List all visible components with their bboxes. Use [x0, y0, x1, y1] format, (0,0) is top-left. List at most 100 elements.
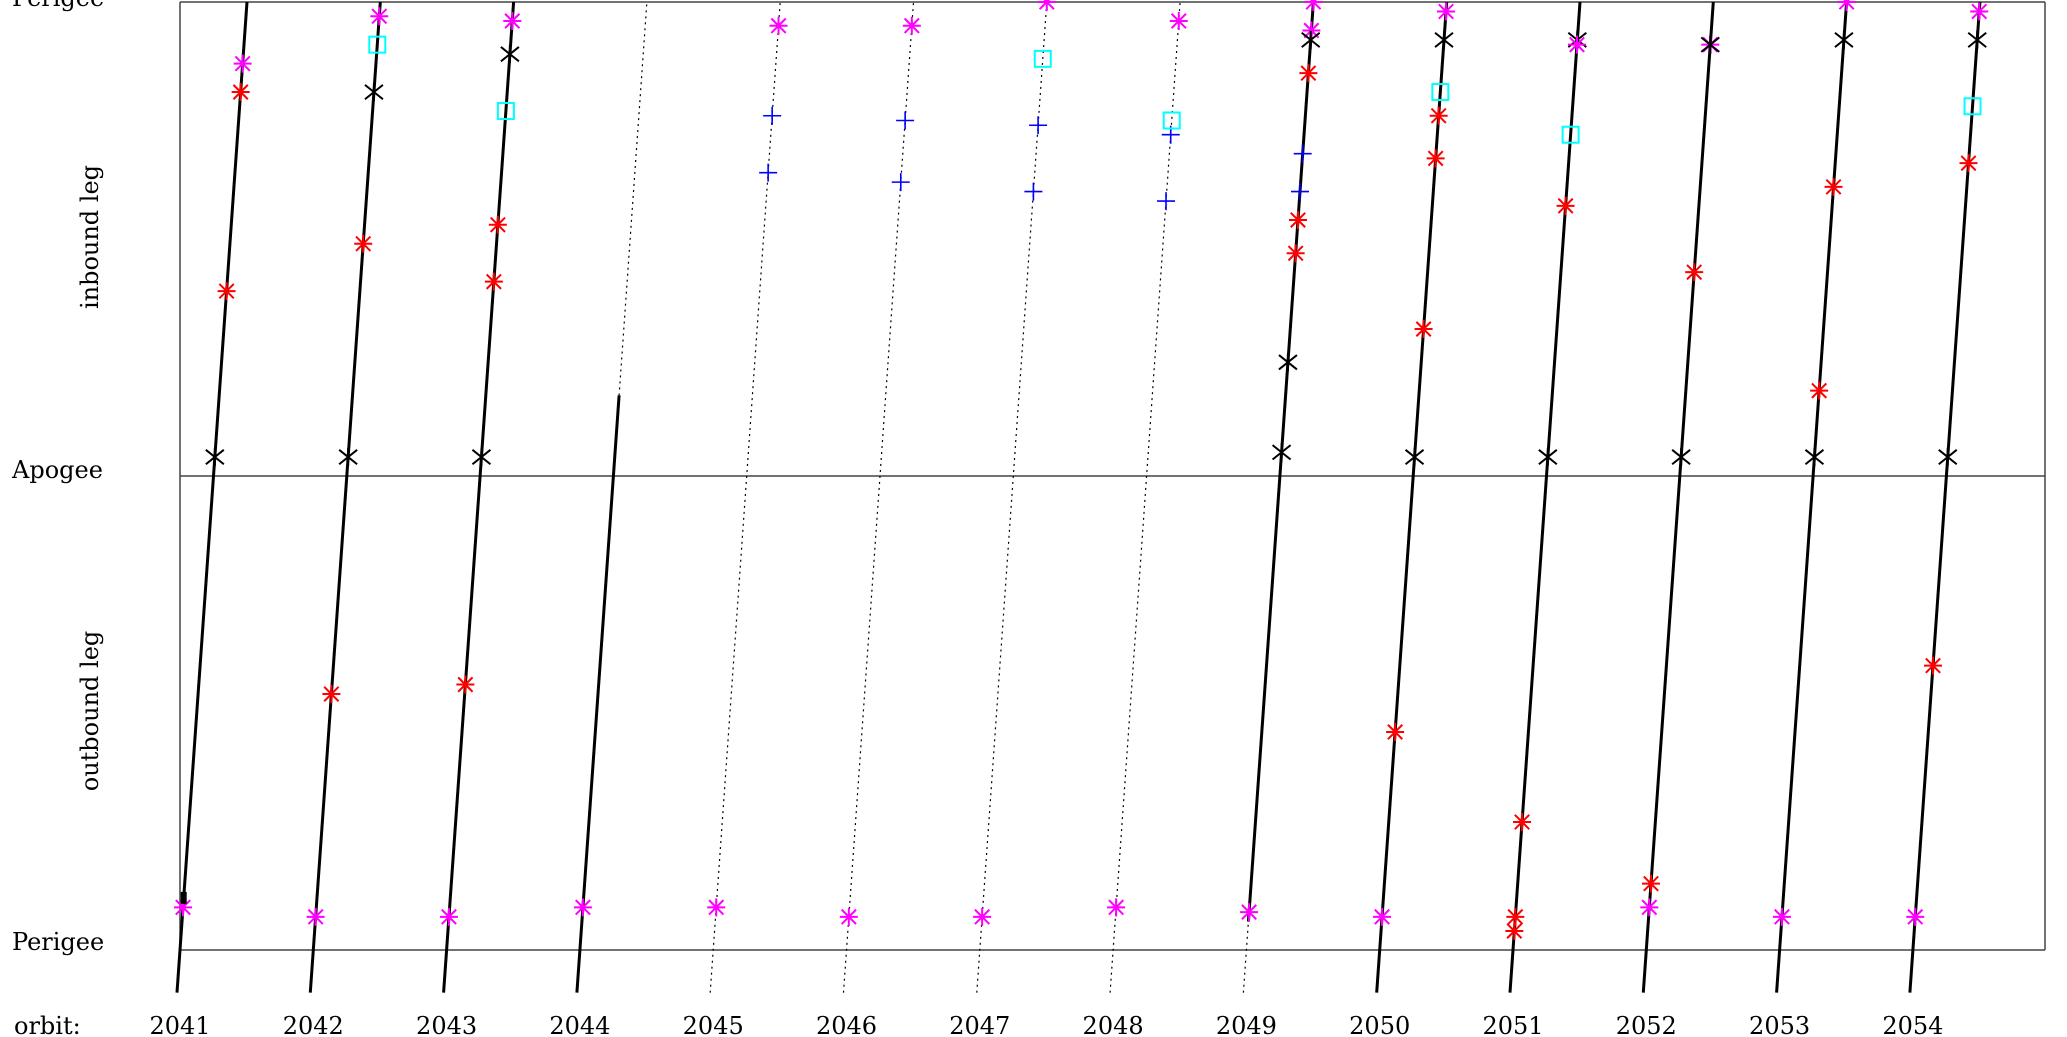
red-asterisk-marker [217, 282, 236, 301]
orbit-label-2045: 2045 [683, 1012, 744, 1037]
red-asterisk-marker [1810, 381, 1829, 400]
red-asterisk-marker [322, 685, 341, 704]
magenta-asterisk-marker [1837, 0, 1856, 11]
orbit-track-2052-solid [1641, 1, 1715, 993]
blue-cross-marker [1291, 182, 1309, 201]
magenta-asterisk-marker [707, 898, 726, 917]
orbit-track-2044-solid [575, 395, 621, 993]
blue-cross-marker [1029, 116, 1048, 135]
red-asterisk-marker [1286, 244, 1305, 263]
black-asterisk-marker [1804, 448, 1825, 467]
red-asterisk-marker [1685, 263, 1704, 282]
black-asterisk-marker [1671, 448, 1691, 467]
orbit-label-2041: 2041 [149, 1012, 210, 1037]
orbit-label-2042: 2042 [283, 1012, 344, 1037]
blue-cross-marker [896, 111, 915, 130]
orbit-track-2049-solid [1246, 1, 1315, 922]
blue-cross-marker [891, 173, 910, 192]
black-asterisk-marker [1301, 30, 1321, 49]
blue-cross-marker [763, 106, 782, 125]
black-asterisk-marker [338, 448, 358, 467]
red-asterisk-marker [1959, 154, 1978, 173]
orbit-track-2047-dotted [976, 1, 1048, 993]
red-asterisk-marker [1824, 177, 1843, 196]
magenta-asterisk-marker [1240, 903, 1259, 922]
red-asterisk-marker [484, 272, 503, 291]
orbit-track-2048-dotted [1109, 1, 1181, 993]
magenta-asterisk-marker [174, 898, 193, 917]
red-asterisk-marker [1288, 211, 1307, 230]
orbit-track-2042-solid [308, 1, 382, 993]
magenta-asterisk-marker [769, 16, 788, 35]
orbit-track-2049-dotted [1242, 921, 1250, 993]
blue-cross-marker [1293, 144, 1312, 163]
outbound-leg-label: outbound leg [76, 631, 104, 792]
black-tick-marker [180, 891, 187, 904]
orbit-tick-labels: 2041 2042 2043 2044 2045 2046 2047 2048 2049 2050… [149, 1012, 1943, 1037]
black-asterisk-marker [1404, 448, 1425, 467]
black-asterisk-marker [364, 83, 384, 102]
magenta-asterisk-marker [1772, 907, 1791, 926]
magenta-asterisk-marker [1107, 898, 1126, 917]
magenta-asterisk-marker [503, 11, 522, 30]
magenta-asterisk-marker [973, 907, 992, 926]
cyan-square-marker [1431, 83, 1450, 102]
perigee-top-label: Perigee [12, 0, 104, 12]
cyan-square-marker [368, 35, 387, 54]
magenta-asterisk-marker [839, 907, 858, 926]
orbit-track-2054-solid [1908, 1, 1982, 993]
red-asterisk-marker [1414, 320, 1433, 339]
orbit-track-2043-solid [442, 1, 516, 993]
plot-frame [179, 1, 2046, 951]
orbit-track-2053-solid [1775, 1, 1849, 993]
orbit-track-2041-solid [175, 1, 249, 993]
orbit-label-2047: 2047 [949, 1012, 1010, 1037]
orbit-track-2046-dotted [842, 1, 915, 993]
blue-cross-marker [1157, 192, 1176, 211]
orbit-label-2052: 2052 [1616, 1012, 1677, 1037]
red-asterisk-marker [231, 83, 250, 102]
magenta-asterisk-marker [439, 907, 458, 926]
black-asterisk-marker [471, 448, 492, 467]
inbound-leg-label: inbound leg [76, 165, 104, 309]
orbit-track-2045-dotted [709, 1, 781, 993]
black-asterisk-marker [1700, 35, 1720, 54]
orbit-prefix-label: orbit: [14, 1012, 81, 1037]
magenta-asterisk-marker [233, 54, 252, 73]
blue-cross-marker [759, 163, 778, 182]
black-asterisk-marker [1538, 448, 1558, 467]
magenta-asterisk-marker [306, 907, 325, 926]
red-asterisk-marker [354, 234, 373, 253]
magenta-asterisk-marker [370, 7, 389, 26]
red-asterisk-marker [456, 675, 475, 694]
magenta-asterisk-marker [573, 898, 592, 917]
magenta-asterisk-marker [1304, 0, 1323, 11]
orbit-label-2046: 2046 [816, 1012, 877, 1037]
black-asterisk-marker [1834, 30, 1854, 49]
magenta-asterisk-marker [902, 16, 921, 35]
magenta-asterisk-marker [1037, 0, 1056, 11]
red-asterisk-marker [1924, 656, 1942, 675]
red-asterisk-marker [1505, 922, 1524, 941]
red-asterisk-marker [1386, 722, 1405, 741]
orbit-lines [175, 1, 1982, 993]
magenta-asterisk-marker [1373, 907, 1392, 926]
black-asterisk-marker [1434, 30, 1454, 49]
red-asterisk-marker [1299, 64, 1318, 83]
magenta-asterisk-marker [1906, 907, 1925, 926]
orbit-track-2051-solid [1508, 1, 1582, 993]
magenta-asterisk-marker [1169, 11, 1188, 30]
orbit-label-2053: 2053 [1749, 1012, 1810, 1037]
black-asterisk-marker [1271, 443, 1292, 462]
black-asterisk-marker [205, 448, 225, 467]
magenta-asterisk-marker [1437, 2, 1456, 21]
magenta-asterisk-marker [1567, 35, 1586, 54]
markers [174, 0, 1989, 941]
red-asterisk-marker [1426, 149, 1445, 168]
orbit-label-2048: 2048 [1083, 1012, 1144, 1037]
magenta-asterisk-marker [1970, 2, 1989, 21]
cyan-square-marker [1963, 97, 1982, 116]
red-asterisk-marker [1506, 907, 1525, 926]
blue-cross-marker [1024, 182, 1043, 201]
